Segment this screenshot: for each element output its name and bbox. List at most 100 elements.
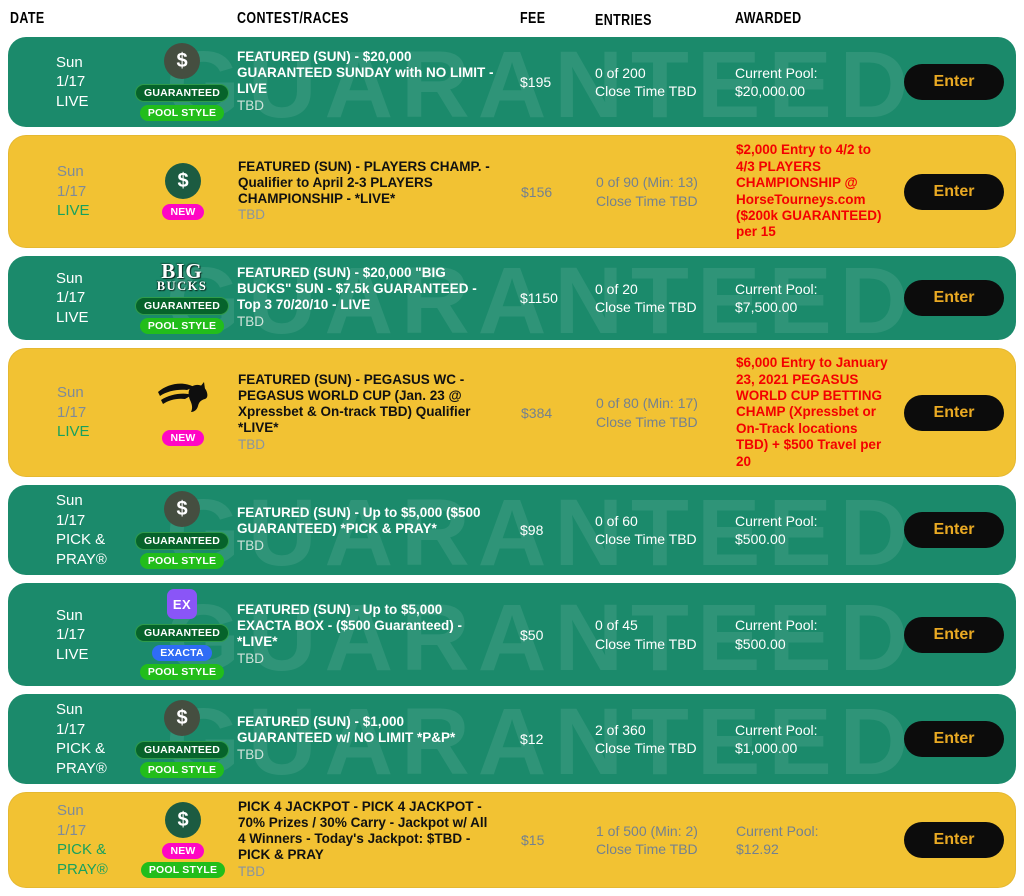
date-number: 1/17 [56,626,86,644]
entries-count: 0 of 45 [595,617,638,634]
date-day: Sun [57,163,84,181]
contest-type-label: LIVE [56,308,89,326]
entries-count: 0 of 80 (Min: 17) [596,395,698,412]
column-header-fee: FEE [520,10,546,27]
icon-slot: $ [164,491,200,528]
close-time: Close Time TBD [595,740,697,757]
close-time: Close Time TBD [595,635,697,652]
dollar-icon: $ [164,491,200,528]
date-number: 1/17 [57,821,87,839]
awarded-pool: Current Pool: $500.00 [735,512,892,549]
fee-cell: $12 [520,731,544,748]
awarded-cell: $2,000 Entry to 4/2 to 4/3 PLAYERS CHAMP… [725,142,893,241]
badge-new: NEW [162,429,204,446]
date-cell: Sun 1/17 PICK & PRAY® [8,491,128,569]
entries-cell: 0 of 90 (Min: 13) Close Time TBD [585,173,725,210]
date-day: Sun [56,701,83,719]
contest-row: GUARANTEED Sun 1/17 LIVE $ GUARANTEED POO… [8,37,1016,128]
badge-pool: POOL STYLE [139,664,225,681]
entries-cell: 0 of 60 Close Time TBD [584,512,724,549]
dollar-icon: $ [165,163,201,200]
contest-title: FEATURED (SUN) - Up to $5,000 EXACTA BOX… [237,602,463,649]
awarded-pool-value: $20,000.00 [735,83,806,100]
contest-list: GUARANTEED Sun 1/17 LIVE $ GUARANTEED POO… [0,37,1024,888]
enter-button[interactable]: Enter [904,173,1004,210]
date-cell: Sun 1/17 PICK & PRAY® [9,801,129,879]
enter-button[interactable]: Enter [904,279,1004,316]
enter-button[interactable]: Enter [904,616,1004,653]
icon-cell: $ NEW [129,163,237,221]
contest-type-label: LIVE [56,645,89,663]
entries-count: 1 of 500 (Min: 2) [596,822,698,839]
contest-row: GUARANTEED Sun 1/17 LIVE EX GUARANTEED EX… [8,583,1016,687]
contest-races: TBD [237,313,264,329]
awarded-pool: Current Pool: $1,000.00 [735,721,892,758]
awarded-cell: $6,000 Entry to January 23, 2021 PEGASUS… [725,355,893,470]
enter-cell: Enter [893,173,1015,210]
close-time: Close Time TBD [595,531,697,548]
entries-cell: 0 of 45 Close Time TBD [584,616,724,653]
badge-list: NEW [162,429,204,446]
badge-list: NEW [162,204,204,221]
entries-cell: 0 of 80 (Min: 17) Close Time TBD [585,394,725,431]
enter-button[interactable]: Enter [904,512,1004,549]
contest-title: FEATURED (SUN) - $20,000 "BIG BUCKS" SUN… [237,265,477,313]
close-time: Close Time TBD [596,192,698,209]
icon-cell: $ GUARANTEED POOL STYLE [128,491,236,570]
date-cell: Sun 1/17 LIVE [8,53,128,112]
awarded-cell: Current Pool: $500.00 [724,616,892,653]
date-number: 1/17 [57,403,87,421]
awarded-pool: Current Pool: $500.00 [735,616,892,653]
fee-cell: $50 [520,626,544,643]
contest-title: FEATURED (SUN) - PEGASUS WC - PEGASUS WO… [238,371,471,435]
badge-exacta: EXACTA [152,645,212,662]
date-number: 1/17 [56,720,86,738]
enter-button[interactable]: Enter [904,822,1004,859]
contest-cell: FEATURED (SUN) - PLAYERS CHAMP. - Qualif… [237,159,509,225]
date-number: 1/17 [57,182,87,200]
awarded-pool-label: Current Pool: [735,512,818,529]
contest-cell: PICK 4 JACKPOT - PICK 4 JACKPOT - 70% Pr… [237,799,509,881]
contest-row: Sun 1/17 LIVE $ NEW FEATURED (SUN) - PLA… [8,135,1016,248]
contest-title: FEATURED (SUN) - Up to $5,000 ($500 GUAR… [237,505,481,537]
exacta-icon: EX [167,589,197,620]
big-bucks-icon: BIG BUCKS [156,260,208,293]
icon-cell: $ GUARANTEED POOL STYLE [128,43,236,122]
entries-cell: 2 of 360 Close Time TBD [584,721,724,758]
entries-cell: 0 of 20 Close Time TBD [584,280,724,317]
enter-cell: Enter [892,512,1016,549]
awarded-pool-label: Current Pool: [735,721,818,738]
column-header-contest: CONTEST/RACES [237,10,349,27]
contest-title: PICK 4 JACKPOT - PICK 4 JACKPOT - 70% Pr… [238,799,488,863]
enter-button[interactable]: Enter [904,394,1004,431]
table-header: DATE CONTEST/RACES FEE ENTRIES AWARDED [8,0,1016,37]
enter-cell: Enter [892,279,1016,316]
column-header-date: DATE [10,10,45,27]
entries-count: 0 of 90 (Min: 13) [596,174,698,191]
icon-cell: $ GUARANTEED POOL STYLE [128,700,236,779]
enter-button[interactable]: Enter [904,721,1004,758]
badge-list: GUARANTEED POOL STYLE [134,532,230,570]
icon-slot: BIG BUCKS [156,260,208,293]
entries-count: 0 of 200 [595,64,646,81]
awarded-cell: Current Pool: $1,000.00 [724,721,892,758]
date-day: Sun [57,384,84,402]
contest-cell: FEATURED (SUN) - $20,000 GUARANTEED SUND… [236,49,508,115]
badge-pool: POOL STYLE [139,318,225,335]
dollar-icon: $ [165,802,201,839]
awarded-pool-value: $1,000.00 [735,740,798,757]
contest-row: Sun 1/17 PICK & PRAY® $ NEW POOL STYLE PI… [8,792,1016,888]
contest-cell: FEATURED (SUN) - Up to $5,000 ($500 GUAR… [236,505,508,555]
close-time: Close Time TBD [596,841,698,858]
icon-slot: $ [165,163,201,200]
date-cell: Sun 1/17 LIVE [9,162,129,221]
enter-cell: Enter [893,394,1015,431]
date-number: 1/17 [56,511,86,529]
enter-button[interactable]: Enter [904,64,1004,101]
entries-count: 0 of 60 [595,512,638,529]
contest-races: TBD [237,650,264,666]
contest-type-label: PICK & PRAY® [56,531,107,568]
big-bucks-word-bottom: BUCKS [156,278,208,293]
close-time: Close Time TBD [595,83,697,100]
awarded-cell: Current Pool: $7,500.00 [724,280,892,317]
